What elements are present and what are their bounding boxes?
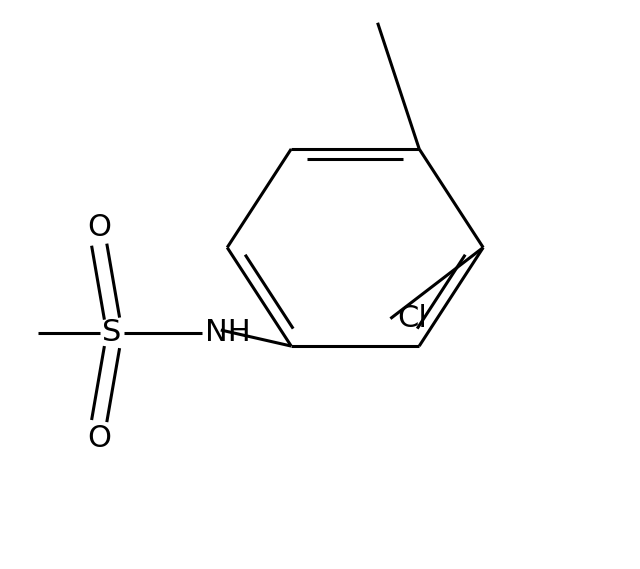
Text: O: O xyxy=(87,213,111,242)
Text: S: S xyxy=(102,319,122,347)
Text: Cl: Cl xyxy=(397,304,427,333)
Text: NH: NH xyxy=(205,319,250,347)
Text: O: O xyxy=(87,424,111,452)
